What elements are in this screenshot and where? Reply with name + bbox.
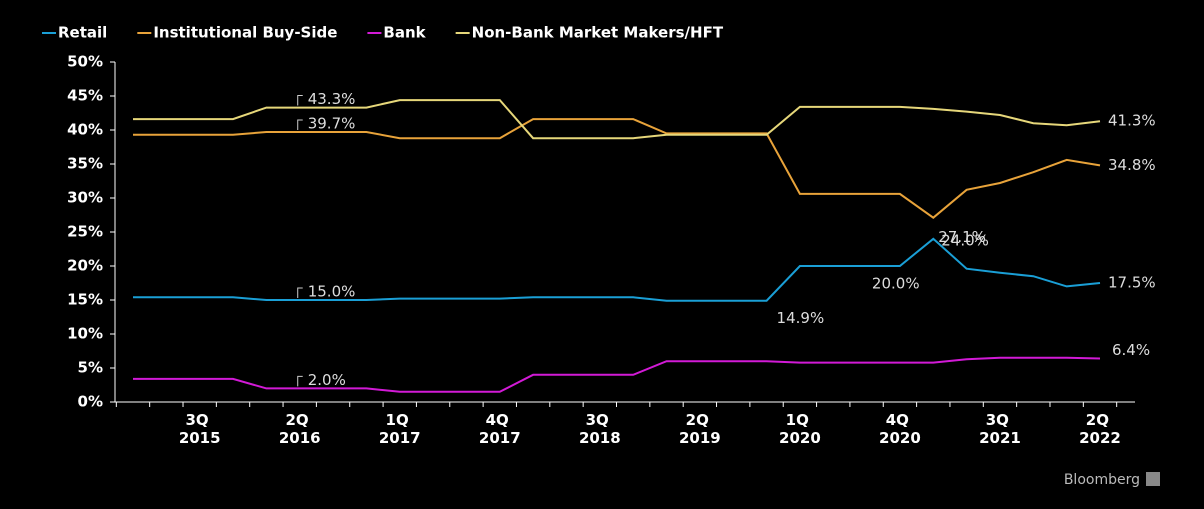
x-tick-label: 4Q 2020 [879, 411, 921, 447]
series-line [133, 237, 1101, 302]
label-bracket [297, 119, 303, 131]
y-tick-label: 0% [78, 393, 103, 411]
label-bracket [297, 287, 303, 298]
series-line [133, 118, 1101, 219]
x-tick-label: 1Q 2020 [779, 411, 821, 447]
data-label: 34.8% [1108, 156, 1156, 174]
legend-label: Non-Bank Market Makers/HFT [472, 24, 724, 42]
y-tick-label: 30% [67, 189, 103, 207]
series-line [133, 356, 1101, 393]
label-bracket [297, 375, 303, 387]
x-tick-label: 2Q 2016 [279, 411, 321, 447]
data-label: 6.4% [1112, 341, 1150, 359]
legend-label: Institutional Buy-Side [153, 24, 337, 42]
series-line [133, 99, 1101, 140]
footer: Bloomberg [1064, 472, 1140, 488]
y-tick-label: 5% [78, 359, 103, 377]
data-label: 39.7% [308, 115, 356, 133]
label-bracket [297, 95, 303, 106]
logo [1146, 472, 1160, 486]
data-label: 2.0% [308, 371, 346, 389]
data-label: 43.3% [308, 90, 356, 108]
legend-label: Retail [58, 24, 107, 42]
y-tick-label: 20% [67, 257, 103, 275]
data-label: 17.5% [1108, 274, 1156, 292]
y-tick-label: 40% [67, 121, 103, 139]
x-tick-label: 3Q 2015 [179, 411, 221, 447]
x-tick-label: 2Q 2022 [1079, 411, 1121, 447]
data-label: 15.0% [308, 283, 356, 301]
x-tick-label: 2Q 2019 [679, 411, 721, 447]
y-tick-label: 15% [67, 291, 103, 309]
x-tick-label: 3Q 2018 [579, 411, 621, 447]
y-tick-label: 50% [67, 53, 103, 71]
legend-label: Bank [383, 24, 426, 42]
x-tick-label: 1Q 2017 [379, 411, 421, 447]
data-label: 20.0% [872, 275, 920, 293]
y-tick-label: 45% [67, 87, 103, 105]
data-label: 27.1% [938, 228, 986, 246]
y-tick-label: 25% [67, 223, 103, 241]
y-tick-label: 10% [67, 325, 103, 343]
data-label: 24.0% [941, 231, 989, 249]
data-label: 41.3% [1108, 112, 1156, 130]
x-tick-label: 3Q 2021 [979, 411, 1021, 447]
data-label: 14.9% [777, 309, 825, 327]
y-tick-label: 35% [67, 155, 103, 173]
x-tick-label: 4Q 2017 [479, 411, 521, 447]
